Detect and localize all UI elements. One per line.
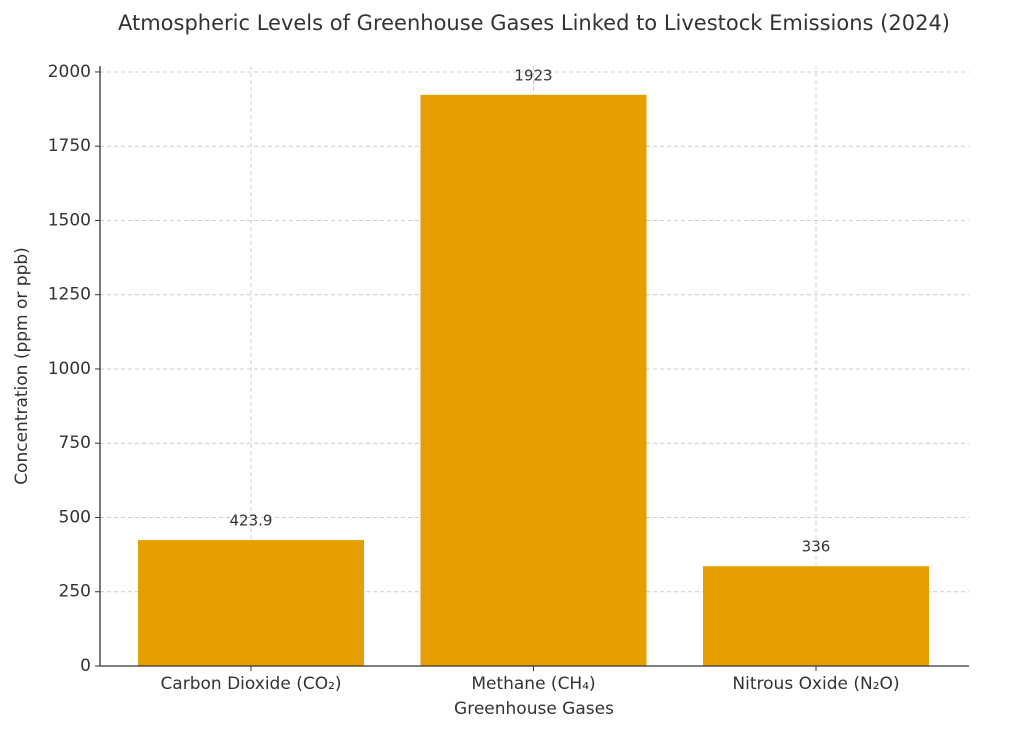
y-axis-label: Concentration (ppm or ppb): [12, 247, 32, 485]
y-tick-label: 2000: [48, 62, 91, 82]
y-tick-label: 750: [59, 433, 91, 453]
y-tick-label: 1000: [48, 359, 91, 379]
y-tick-label: 1250: [48, 285, 91, 305]
chart-title: Atmospheric Levels of Greenhouse Gases L…: [118, 11, 950, 35]
x-tick-label: Carbon Dioxide (CO₂): [160, 674, 341, 694]
data-label: 1923: [514, 66, 552, 84]
y-tick-label: 500: [59, 507, 91, 527]
bar: [138, 540, 364, 666]
bar: [420, 94, 647, 666]
data-label: 423.9: [230, 512, 273, 530]
y-tick-label: 1750: [48, 136, 91, 156]
x-axis-label: Greenhouse Gases: [454, 699, 614, 719]
x-tick-label: Methane (CH₄): [471, 674, 595, 694]
y-tick-label: 250: [59, 582, 91, 602]
data-label: 336: [802, 538, 831, 556]
bar: [703, 566, 929, 666]
y-tick-label: 0: [80, 656, 91, 676]
x-tick-label: Nitrous Oxide (N₂O): [732, 674, 899, 694]
y-tick-label: 1500: [48, 210, 91, 230]
